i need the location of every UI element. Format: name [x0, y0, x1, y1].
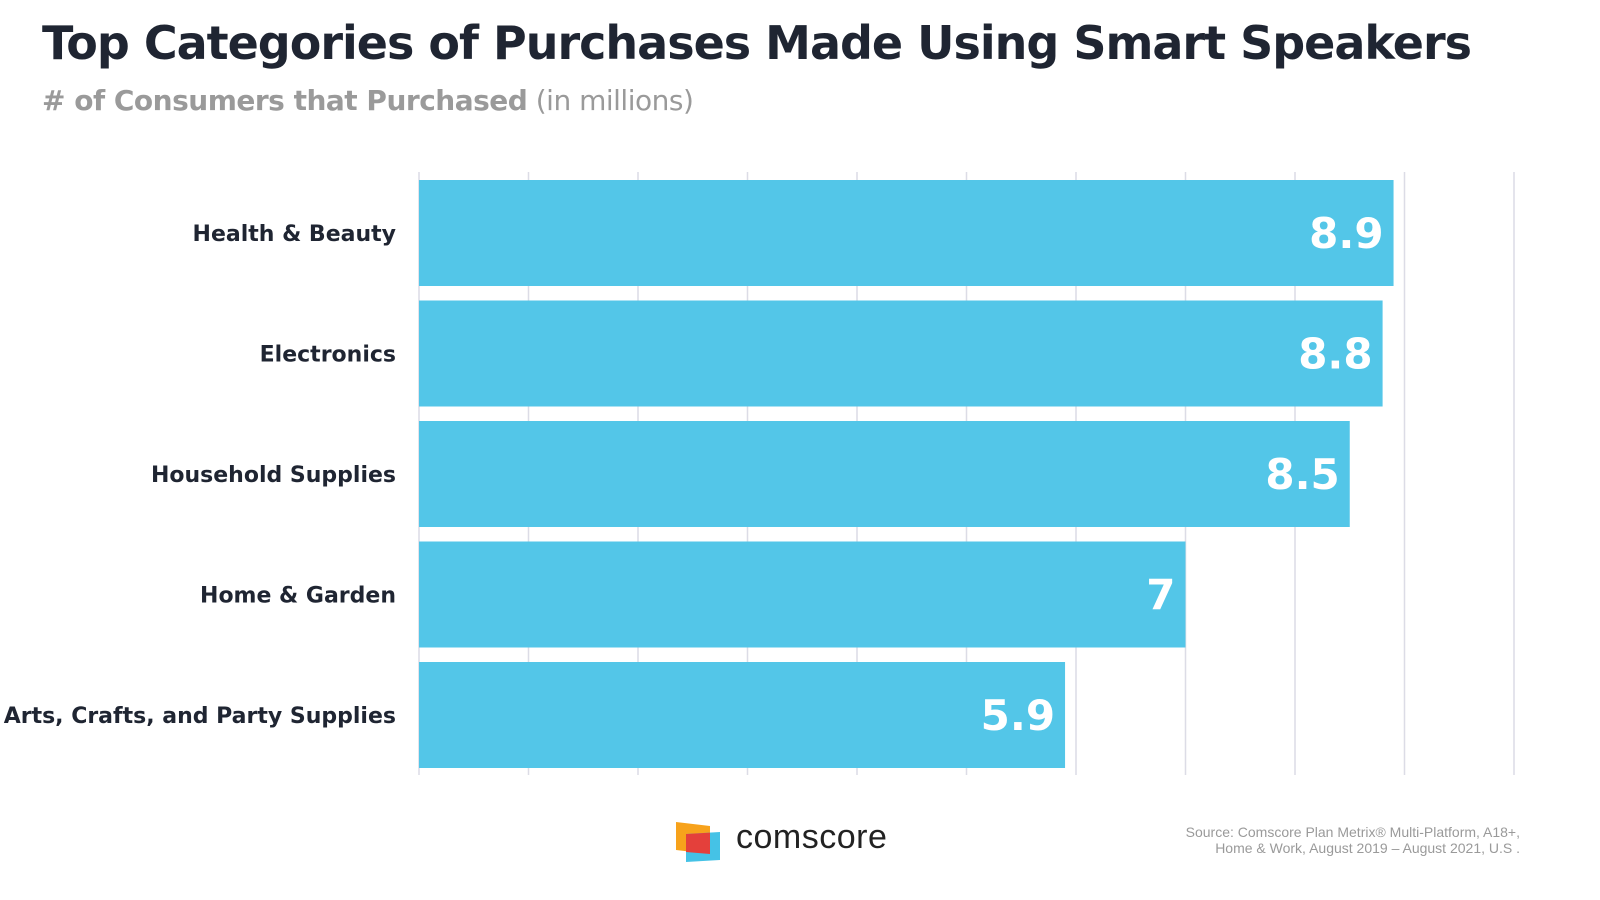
chart-subtitle: # of Consumers that Purchased (in millio… — [42, 84, 694, 117]
source-note: Source: Comscore Plan Metrix® Multi-Plat… — [1186, 824, 1520, 856]
bar — [419, 541, 1186, 648]
subtitle-measure: # of Consumers that Purchased — [42, 84, 528, 117]
comscore-logo-icon — [676, 822, 720, 862]
data-label: 8.9 — [1309, 209, 1383, 258]
chart-title: Top Categories of Purchases Made Using S… — [42, 16, 1472, 70]
data-label: 8.5 — [1265, 450, 1339, 499]
bar — [419, 180, 1394, 286]
data-label: 8.8 — [1298, 330, 1372, 379]
bar — [419, 421, 1350, 527]
category-label: Home & Garden — [200, 584, 396, 609]
subtitle-unit: (in millions) — [535, 84, 694, 117]
bar — [419, 300, 1383, 407]
category-label: Health & Beauty — [193, 222, 396, 247]
brand-name: comscore — [736, 818, 888, 856]
category-label: Household Supplies — [151, 463, 396, 488]
bar — [419, 662, 1066, 768]
data-label: 5.9 — [981, 691, 1055, 740]
source-line-1: Source: Comscore Plan Metrix® Multi-Plat… — [1185, 824, 1520, 840]
source-line-2: Home & Work, August 2019 – August 2021, … — [1215, 840, 1520, 856]
category-label: Arts, Crafts, and Party Supplies — [4, 704, 396, 729]
data-label: 7 — [1146, 571, 1175, 620]
category-label: Electronics — [260, 343, 396, 368]
